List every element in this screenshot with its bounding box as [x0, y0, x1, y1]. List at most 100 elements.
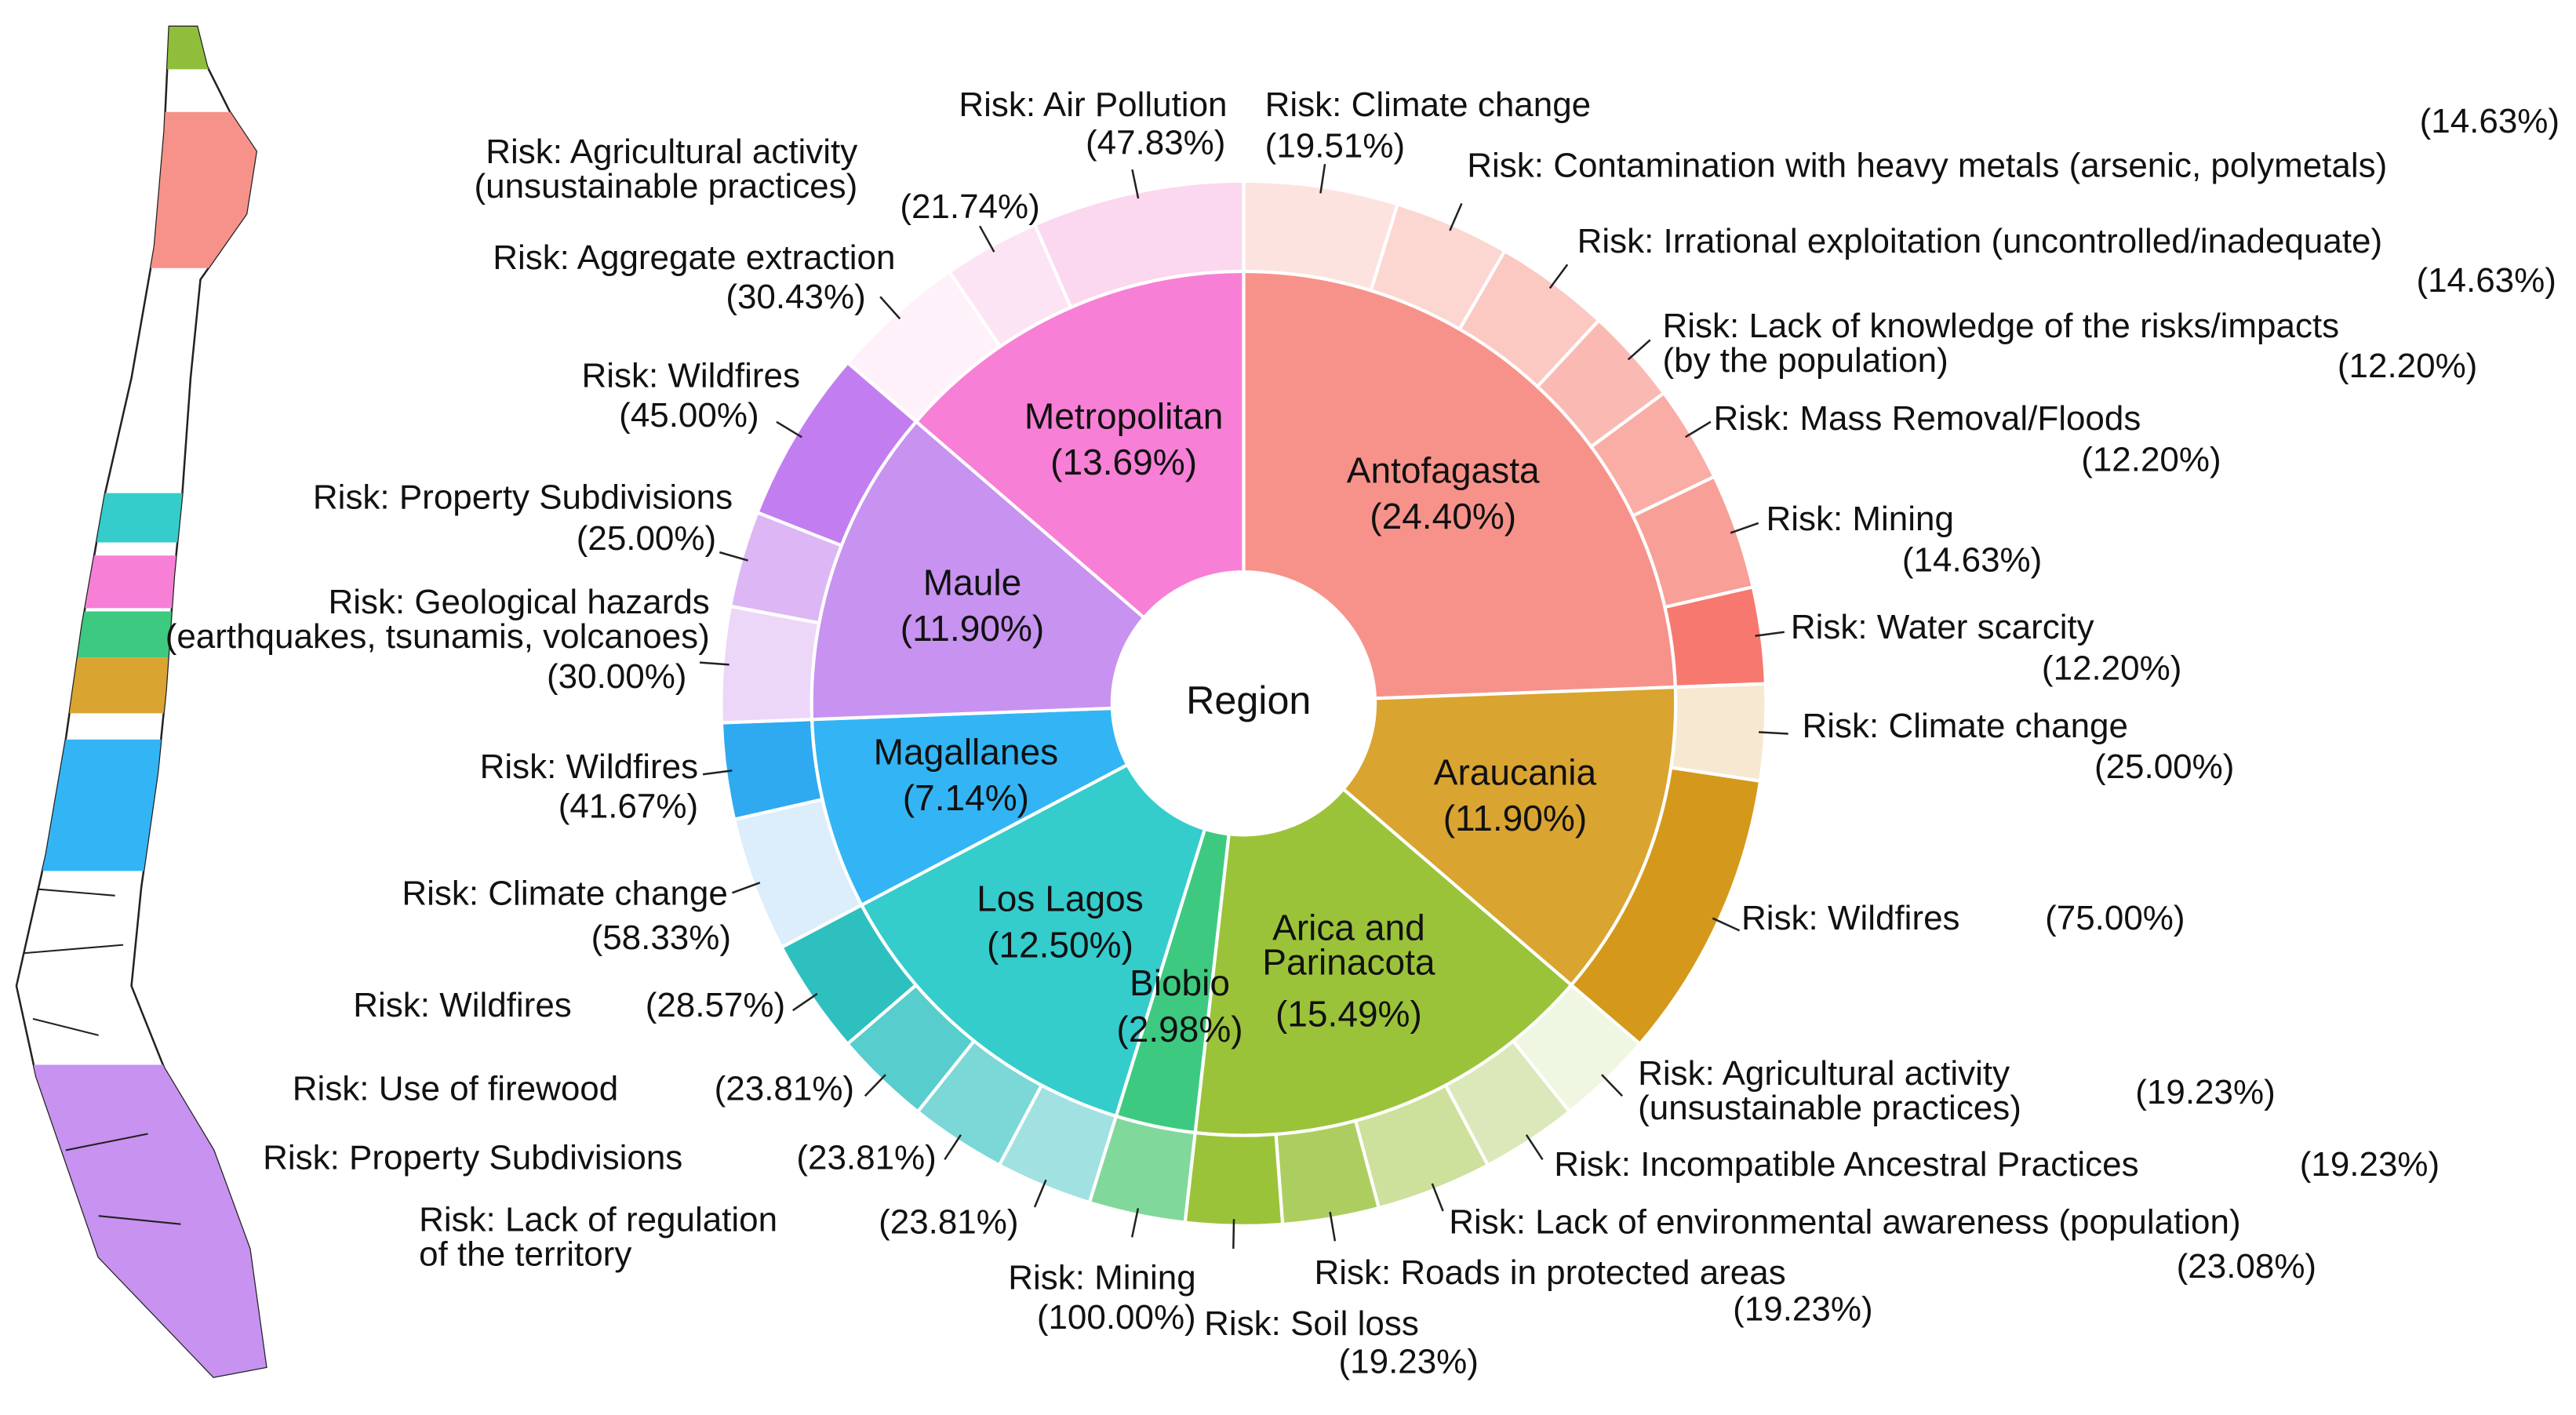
risk-label: Risk: Wildfires — [480, 748, 698, 786]
risk-value-label: (47.83%) — [1086, 123, 1225, 162]
risk-value-label: (30.43%) — [726, 278, 865, 316]
leader-line — [699, 661, 730, 666]
risk-value-label: (25.00%) — [577, 519, 716, 558]
risk-value-label: (19.51%) — [1265, 126, 1405, 165]
risk-label: Risk: Irrational exploitation (uncontrol… — [1577, 222, 2383, 260]
region-label: Antofagasta — [1347, 450, 1540, 491]
map-region — [16, 657, 267, 714]
risk-segment — [719, 604, 821, 725]
leader-line — [719, 551, 748, 562]
risk-label: Risk: Aggregate extraction — [493, 238, 895, 277]
leader-line — [1548, 264, 1569, 289]
risk-label: Risk: Mining — [1008, 1259, 1195, 1297]
region-value-label: (15.49%) — [1275, 994, 1422, 1035]
outer-ring — [719, 179, 1768, 1228]
map — [15, 25, 267, 1378]
map-border — [16, 886, 181, 1225]
region-label: Metropolitan — [1024, 395, 1223, 436]
risk-value-label: (23.81%) — [715, 1070, 854, 1108]
leader-line — [1758, 731, 1788, 735]
leader-line — [1449, 202, 1463, 231]
leader-line — [1627, 339, 1651, 361]
risk-value-label: (14.63%) — [2420, 102, 2560, 140]
region-value-label: (12.50%) — [987, 924, 1133, 965]
region-value-label: (11.90%) — [901, 608, 1045, 649]
risk-label: Risk: Property Subdivisions — [313, 478, 733, 517]
risk-label: Risk: Soil loss — [1204, 1304, 1419, 1343]
region-label: Maule — [923, 562, 1021, 602]
risk-segment — [719, 718, 824, 822]
region-label: Los Lagos — [977, 878, 1144, 919]
risk-value-label: (12.20%) — [2042, 649, 2181, 688]
risk-value-label: (12.20%) — [2338, 347, 2477, 385]
risk-value-label: (19.23%) — [2300, 1145, 2440, 1184]
risk-segment — [1662, 584, 1768, 689]
map-region — [16, 111, 267, 268]
risk-value-label: (25.00%) — [2094, 748, 2234, 786]
leader-line — [944, 1134, 962, 1160]
risk-segment — [1668, 682, 1768, 784]
risk-label: Risk: Property Subdivisions — [263, 1139, 682, 1177]
leader-line — [1525, 1134, 1544, 1161]
risk-label: Risk: Wildfires — [581, 357, 799, 395]
risk-label: Risk: Agricultural activity (unsustainabl… — [1638, 1054, 2021, 1127]
risk-label: Risk: Climate change — [1265, 85, 1591, 124]
risk-label: Risk: Lack of regulation of the territory — [419, 1200, 777, 1273]
map-region — [16, 26, 267, 70]
leader-line — [879, 296, 901, 320]
risk-label: Risk: Agricultural activity (unsustainabl… — [474, 133, 857, 206]
risk-value-label: (28.57%) — [646, 986, 785, 1024]
risk-label: Risk: Incompatible Ancestral Practices — [1554, 1145, 2138, 1184]
risk-label: Risk: Use of firewood — [293, 1070, 618, 1108]
risk-value-label: (58.33%) — [591, 918, 731, 957]
risk-label: Risk: Climate change — [1803, 707, 2128, 745]
leader-line — [1755, 631, 1785, 637]
risk-segment — [1032, 179, 1246, 310]
risk-label: Risk: Climate change — [402, 874, 727, 912]
risk-value-label: (75.00%) — [2045, 899, 2185, 937]
risk-value-label: (14.63%) — [2416, 261, 2556, 300]
risk-value-label: (45.00%) — [619, 396, 759, 435]
leader-line — [1431, 1183, 1444, 1212]
leader-line — [702, 769, 733, 776]
risk-value-label: (14.63%) — [1902, 540, 2042, 579]
region-label: Arica and Parinacota — [1262, 908, 1435, 983]
risk-label: Risk: Lack of environmental awareness (p… — [1449, 1202, 2240, 1241]
region-value-label: (11.90%) — [1443, 798, 1588, 838]
risk-value-label: (19.23%) — [1733, 1290, 1872, 1328]
risk-value-label: (12.20%) — [2081, 441, 2221, 479]
risk-segment — [1183, 1130, 1285, 1228]
region-value-label: (7.14%) — [903, 777, 1029, 818]
region-value-label: (2.98%) — [1116, 1009, 1243, 1049]
risk-value-label: (19.23%) — [1339, 1342, 1479, 1380]
risk-label: Risk: Lack of knowledge of the risks/imp… — [1663, 307, 2340, 380]
center-label: Region — [1186, 678, 1311, 722]
leader-line — [1130, 1208, 1140, 1238]
risk-label: Risk: Mass Removal/Floods — [1713, 399, 2141, 438]
risk-value-label: (19.23%) — [2135, 1073, 2275, 1111]
risk-label: Risk: Roads in protected areas — [1315, 1253, 1786, 1292]
leader-line — [864, 1074, 886, 1097]
map-region — [16, 739, 267, 871]
leader-line — [1319, 164, 1326, 194]
risk-label: Risk: Geological hazards (earthquakes, ts… — [166, 583, 710, 656]
risk-label: Risk: Water scarcity — [1791, 608, 2094, 646]
leader-line — [1329, 1211, 1337, 1242]
risk-label: Risk: Mining — [1766, 500, 1953, 538]
region-label: Araucania — [1434, 752, 1597, 793]
risk-value-label: (100.00%) — [1037, 1298, 1196, 1337]
leader-line — [1232, 1219, 1235, 1249]
map-region — [16, 493, 267, 543]
leader-line — [776, 420, 802, 438]
region-label: Biobio — [1130, 962, 1230, 1003]
region-label: Magallanes — [874, 731, 1059, 772]
leader-line — [792, 992, 818, 1012]
leader-line — [1601, 1074, 1624, 1097]
leader-line — [1712, 917, 1741, 932]
risk-label: Risk: Wildfires — [353, 986, 571, 1024]
risk-label: Risk: Air Pollution — [959, 85, 1227, 124]
labels: Risk: Climate change(19.51%)Risk: Contam… — [166, 85, 2560, 1380]
region-value-label: (24.40%) — [1370, 496, 1516, 537]
leader-line — [1730, 522, 1759, 534]
